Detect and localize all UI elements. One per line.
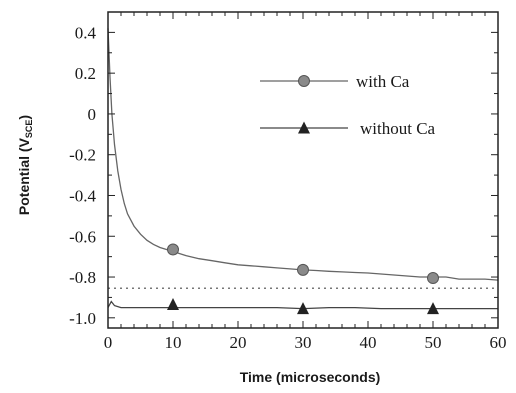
data-point bbox=[427, 272, 439, 285]
data-point bbox=[167, 298, 179, 311]
legend-label: without Ca bbox=[360, 119, 436, 138]
x-tick-label: 20 bbox=[230, 333, 247, 352]
y-tick-label: 0 bbox=[88, 105, 97, 124]
y-axis-title: Potential (VSCE) bbox=[16, 115, 34, 215]
y-tick-label: -0.2 bbox=[69, 146, 96, 165]
series-without-ca bbox=[107, 298, 498, 315]
data-point bbox=[427, 302, 439, 315]
x-tick-label: 10 bbox=[165, 333, 182, 352]
legend-label: with Ca bbox=[356, 72, 410, 91]
y-tick-label: -0.4 bbox=[69, 186, 96, 205]
y-tick-label: 0.4 bbox=[75, 23, 97, 42]
series-with-ca bbox=[107, 28, 499, 285]
y-tick-label: -1.0 bbox=[69, 309, 96, 328]
legend-item: without Ca bbox=[260, 119, 436, 138]
data-point bbox=[297, 263, 309, 276]
y-tick-label: -0.6 bbox=[69, 227, 96, 246]
x-tick-label: 60 bbox=[490, 333, 507, 352]
data-point bbox=[167, 243, 179, 256]
x-tick-label: 50 bbox=[425, 333, 442, 352]
x-tick-label: 40 bbox=[360, 333, 377, 352]
y-axis-title-sub: SCE bbox=[24, 120, 34, 139]
x-tick-label: 30 bbox=[295, 333, 312, 352]
legend-marker bbox=[298, 75, 310, 87]
y-tick-label: -0.8 bbox=[69, 268, 96, 287]
x-tick-label: 0 bbox=[104, 333, 113, 352]
series-line bbox=[107, 300, 498, 310]
plot-frame bbox=[107, 11, 499, 329]
legend-item: with Ca bbox=[260, 72, 410, 91]
data-point bbox=[297, 302, 309, 315]
x-axis-title: Time (microseconds) bbox=[240, 369, 381, 385]
legend-marker bbox=[298, 121, 310, 134]
y-axis-title-close: ) bbox=[16, 115, 32, 120]
series-line bbox=[107, 28, 499, 281]
y-tick-label: 0.2 bbox=[75, 64, 96, 83]
y-axis-title-main: Potential (V bbox=[16, 137, 32, 215]
